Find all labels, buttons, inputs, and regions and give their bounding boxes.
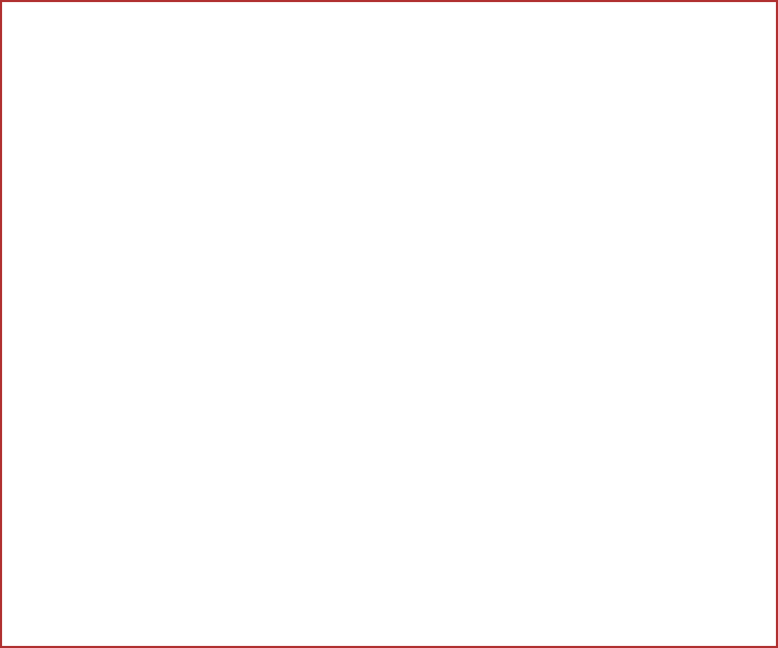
Bar — [0, 0, 778, 58]
Polygon shape — [268, 392, 330, 445]
Text: Dark Chocolate: Dark Chocolate — [222, 357, 337, 370]
Text: Current Evidence Base: Health effects of SFAs depend on the interacting effects : Current Evidence Base: Health effects of… — [32, 181, 746, 211]
Bar — [214, 347, 410, 468]
Polygon shape — [235, 416, 290, 444]
Bar — [92, 432, 100, 437]
Bar — [8, 166, 770, 474]
Bar — [105, 438, 111, 442]
Bar — [0, 474, 778, 529]
Polygon shape — [230, 375, 295, 400]
Polygon shape — [232, 416, 290, 462]
Text: Astrup, A. et al. J Am Coll Cardiol. 2020;76(7):844–57.: Astrup, A. et al. J Am Coll Cardiol. 202… — [12, 615, 456, 630]
Polygon shape — [25, 295, 185, 452]
Ellipse shape — [143, 371, 157, 379]
Bar — [14, 218, 210, 468]
Text: Shifting From Saturated Fatty Acid-Based to
Food-Based Dietary Guidelines for Ca: Shifting From Saturated Fatty Acid-Based… — [10, 8, 563, 40]
Text: Complex food matrix
with high SFA content
but also other nutrients
and non-nutri: Complex food matrix with high SFA conten… — [415, 288, 605, 410]
Bar — [424, 222, 596, 466]
Ellipse shape — [66, 395, 84, 406]
Polygon shape — [228, 375, 295, 430]
Text: =: = — [594, 327, 631, 369]
Ellipse shape — [70, 354, 90, 366]
Bar — [105, 68, 673, 113]
Bar — [618, 286, 766, 408]
Bar — [100, 510, 678, 600]
Bar — [28, 420, 73, 448]
Ellipse shape — [112, 340, 128, 350]
Text: New recommendations should emphasize food-based strategies that
translate for th: New recommendations should emphasize foo… — [119, 529, 659, 581]
Bar — [57, 244, 85, 252]
Bar — [55, 248, 87, 308]
Polygon shape — [270, 392, 330, 418]
Polygon shape — [220, 252, 372, 335]
Bar — [214, 218, 410, 343]
Polygon shape — [325, 258, 372, 295]
Bar — [57, 250, 85, 258]
Bar — [0, 58, 778, 148]
Text: No
increased
CVD or
diabetes risk: No increased CVD or diabetes risk — [633, 305, 751, 389]
Bar — [93, 268, 121, 303]
Text: Whole-Fat Dairy: Whole-Fat Dairy — [24, 228, 145, 241]
Text: Previous Advice: Restrict SFA intake to reduce risk of CVD: Previous Advice: Restrict SFA intake to … — [140, 83, 638, 98]
Ellipse shape — [134, 411, 146, 419]
Text: CENTRAL ILLUSTRATION:: CENTRAL ILLUSTRATION: — [10, 8, 233, 23]
Text: =: = — [394, 327, 432, 369]
Text: Unprocessed Red Meat: Unprocessed Red Meat — [222, 228, 394, 241]
Bar — [90, 430, 125, 452]
